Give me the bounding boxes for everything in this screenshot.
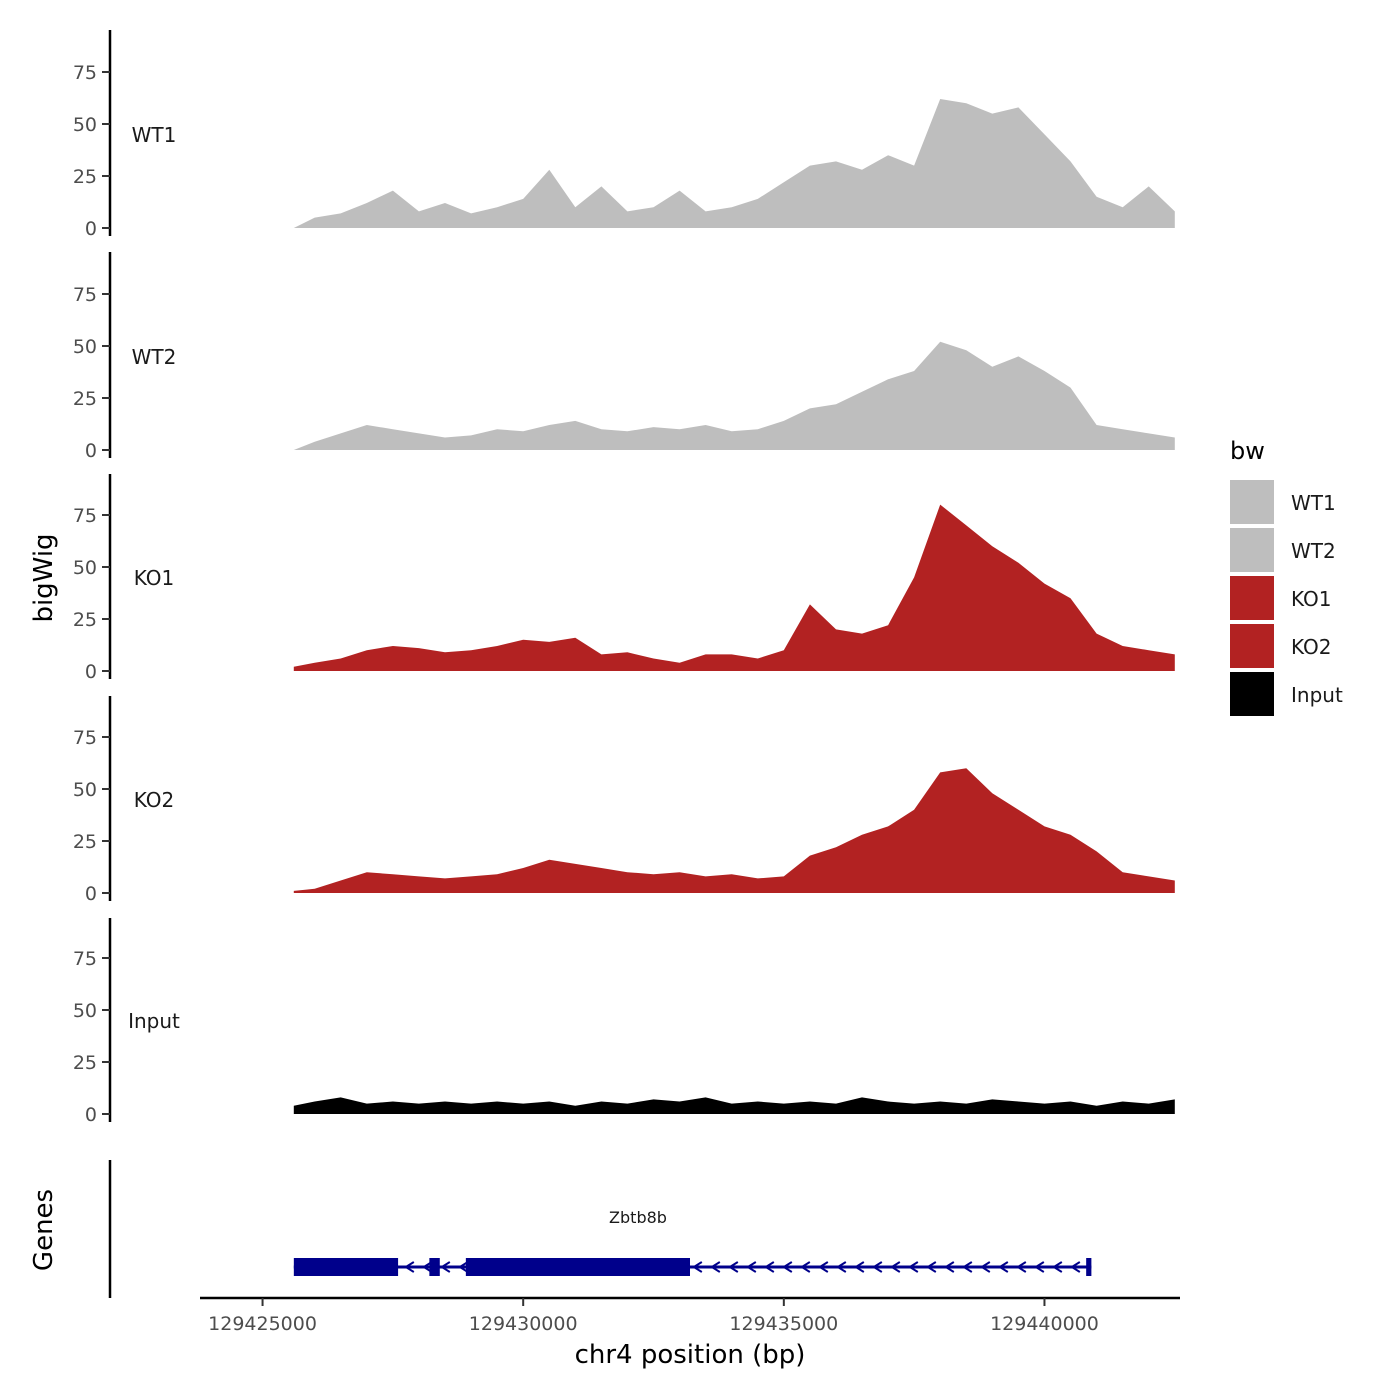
legend-swatch <box>1230 624 1274 668</box>
y-tick-label: 0 <box>85 1104 97 1126</box>
track-label: KO2 <box>134 788 175 812</box>
strand-arrow <box>421 1261 433 1273</box>
x-axis-title: chr4 position (bp) <box>575 1340 806 1370</box>
y-tick-label: 25 <box>73 166 97 188</box>
legend-item-input: Input <box>1230 672 1343 716</box>
track-wt2: 0 25 50 75 WT2 <box>73 252 1175 462</box>
strand-arrow <box>979 1261 991 1273</box>
x-tick-label: 129430000 <box>469 1313 578 1335</box>
legend-label: KO1 <box>1291 587 1332 611</box>
gene-exon <box>293 1258 399 1276</box>
track-input: 0 25 50 75 Input <box>73 918 1175 1126</box>
strand-arrow <box>799 1261 811 1273</box>
legend-label: WT2 <box>1291 539 1336 563</box>
legend-label: KO2 <box>1291 635 1332 659</box>
gene-label: Zbtb8b <box>609 1208 667 1227</box>
strand-arrow <box>763 1261 775 1273</box>
signal-area-ko2 <box>293 768 1175 893</box>
strand-arrow <box>907 1261 919 1273</box>
y-tick-label: 75 <box>73 948 97 970</box>
track-ko1: 0 25 50 75 KO1 <box>73 474 1175 683</box>
legend-swatch <box>1230 480 1274 524</box>
legend-label: Input <box>1291 683 1343 707</box>
legend-item-ko2: KO2 <box>1230 624 1332 668</box>
strand-arrow <box>943 1261 955 1273</box>
y-tick-label: 50 <box>73 557 97 579</box>
strand-arrow <box>457 1261 469 1273</box>
y-tick-label: 25 <box>73 831 97 853</box>
strand-arrow <box>439 1261 451 1273</box>
y-tick-label: 50 <box>73 336 97 358</box>
strand-arrow <box>727 1261 739 1273</box>
strand-arrow <box>745 1261 757 1273</box>
legend-item-ko1: KO1 <box>1230 576 1332 620</box>
strand-arrow <box>925 1261 937 1273</box>
gene-exon <box>429 1258 440 1276</box>
y-tick-label: 50 <box>73 114 97 136</box>
strand-arrow <box>997 1261 1009 1273</box>
x-tick-label: 129440000 <box>990 1313 1099 1335</box>
y-tick-label: 50 <box>73 1000 97 1022</box>
signal-area-ko1 <box>293 504 1175 671</box>
gene-exon <box>465 1258 690 1276</box>
genes-axis-title: Genes <box>29 1189 59 1271</box>
strand-arrow <box>709 1261 721 1273</box>
track-label: WT2 <box>132 345 177 369</box>
legend-title: bw <box>1230 437 1265 465</box>
strand-arrow <box>1015 1261 1027 1273</box>
y-tick-label: 0 <box>85 883 97 905</box>
y-tick-label: 50 <box>73 779 97 801</box>
track-label: WT1 <box>132 123 177 147</box>
signal-area-wt1 <box>293 99 1175 228</box>
track-label: Input <box>128 1009 180 1033</box>
strand-arrow <box>853 1261 865 1273</box>
x-tick-label: 129425000 <box>208 1313 317 1335</box>
strand-arrow <box>1051 1261 1063 1273</box>
signal-area-wt2 <box>293 341 1175 450</box>
y-axis-title: bigWig <box>29 533 59 622</box>
y-tick-label: 75 <box>73 284 97 306</box>
strand-arrow <box>1069 1261 1081 1273</box>
track-label: KO1 <box>134 566 175 590</box>
legend-swatch <box>1230 672 1274 716</box>
y-tick-label: 0 <box>85 218 97 240</box>
signal-area-input <box>293 1097 1175 1114</box>
strand-arrow <box>871 1261 883 1273</box>
strand-arrow <box>781 1261 793 1273</box>
gene-zbtb8b: Zbtb8b <box>293 1208 1092 1276</box>
track-ko2: 0 25 50 75 KO2 <box>73 696 1175 905</box>
y-tick-label: 25 <box>73 1052 97 1074</box>
y-tick-label: 25 <box>73 609 97 631</box>
legend-swatch <box>1230 576 1274 620</box>
legend: bw WT1 WT2 KO1 KO2 Input <box>1230 437 1343 716</box>
strand-arrow <box>403 1261 415 1273</box>
y-tick-label: 0 <box>85 661 97 683</box>
legend-item-wt1: WT1 <box>1230 480 1336 524</box>
y-tick-label: 0 <box>85 440 97 462</box>
strand-arrow <box>691 1261 703 1273</box>
strand-arrow <box>889 1261 901 1273</box>
y-tick-label: 75 <box>73 62 97 84</box>
legend-item-wt2: WT2 <box>1230 528 1336 572</box>
strand-arrow <box>1033 1261 1045 1273</box>
strand-arrow <box>961 1261 973 1273</box>
strand-arrow <box>835 1261 847 1273</box>
y-tick-label: 25 <box>73 388 97 410</box>
y-tick-label: 75 <box>73 727 97 749</box>
track-wt1: 0 25 50 75 WT1 <box>73 30 1175 240</box>
gene-exon <box>1086 1258 1092 1276</box>
strand-arrow <box>817 1261 829 1273</box>
y-tick-label: 75 <box>73 505 97 527</box>
x-tick-label: 129435000 <box>729 1313 838 1335</box>
legend-swatch <box>1230 528 1274 572</box>
legend-label: WT1 <box>1291 491 1336 515</box>
